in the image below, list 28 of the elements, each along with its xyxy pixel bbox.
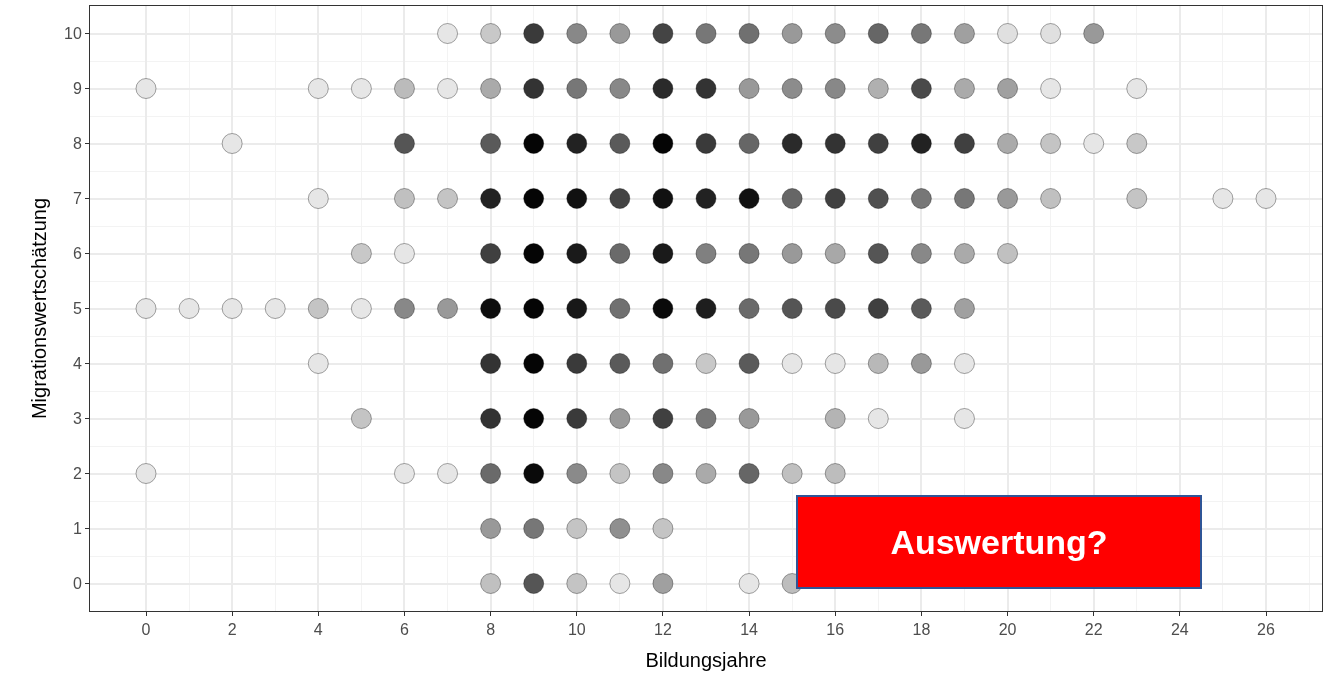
x-tick-label: 2: [227, 621, 237, 639]
y-tick-label: 3: [72, 410, 82, 428]
y-tick-label: 4: [72, 355, 82, 373]
y-tick-label: 0: [72, 575, 82, 593]
x-axis-title: Bildungsjahre: [645, 648, 767, 671]
y-tick-label: 6: [72, 245, 82, 263]
y-tick-label: 8: [72, 135, 82, 153]
x-tick-label: 14: [740, 621, 759, 639]
x-tick-label: 8: [486, 621, 496, 639]
y-tick-label: 5: [72, 300, 82, 318]
x-tick-label: 26: [1257, 621, 1275, 639]
x-tick-label: 0: [141, 621, 151, 639]
x-tick-label: 22: [1084, 621, 1103, 639]
y-tick-label: 2: [72, 465, 82, 483]
x-tick-label: 10: [567, 621, 586, 639]
x-tick-label: 4: [313, 621, 323, 639]
annotation: Auswertung?: [890, 523, 1108, 561]
y-tick-label: 9: [72, 80, 82, 98]
x-tick-label: 20: [998, 621, 1017, 639]
y-tick-label: 10: [64, 25, 82, 43]
x-tick-label: 18: [912, 621, 931, 639]
y-tick-label: 7: [72, 190, 82, 208]
y-axis-title: Migrationswertschätzung: [27, 197, 50, 420]
x-tick-label: 6: [400, 621, 410, 639]
x-tick-label: 16: [826, 621, 845, 639]
x-tick-label: 12: [654, 621, 672, 639]
y-tick-label: 1: [72, 520, 82, 538]
x-tick-label: 24: [1170, 621, 1189, 639]
